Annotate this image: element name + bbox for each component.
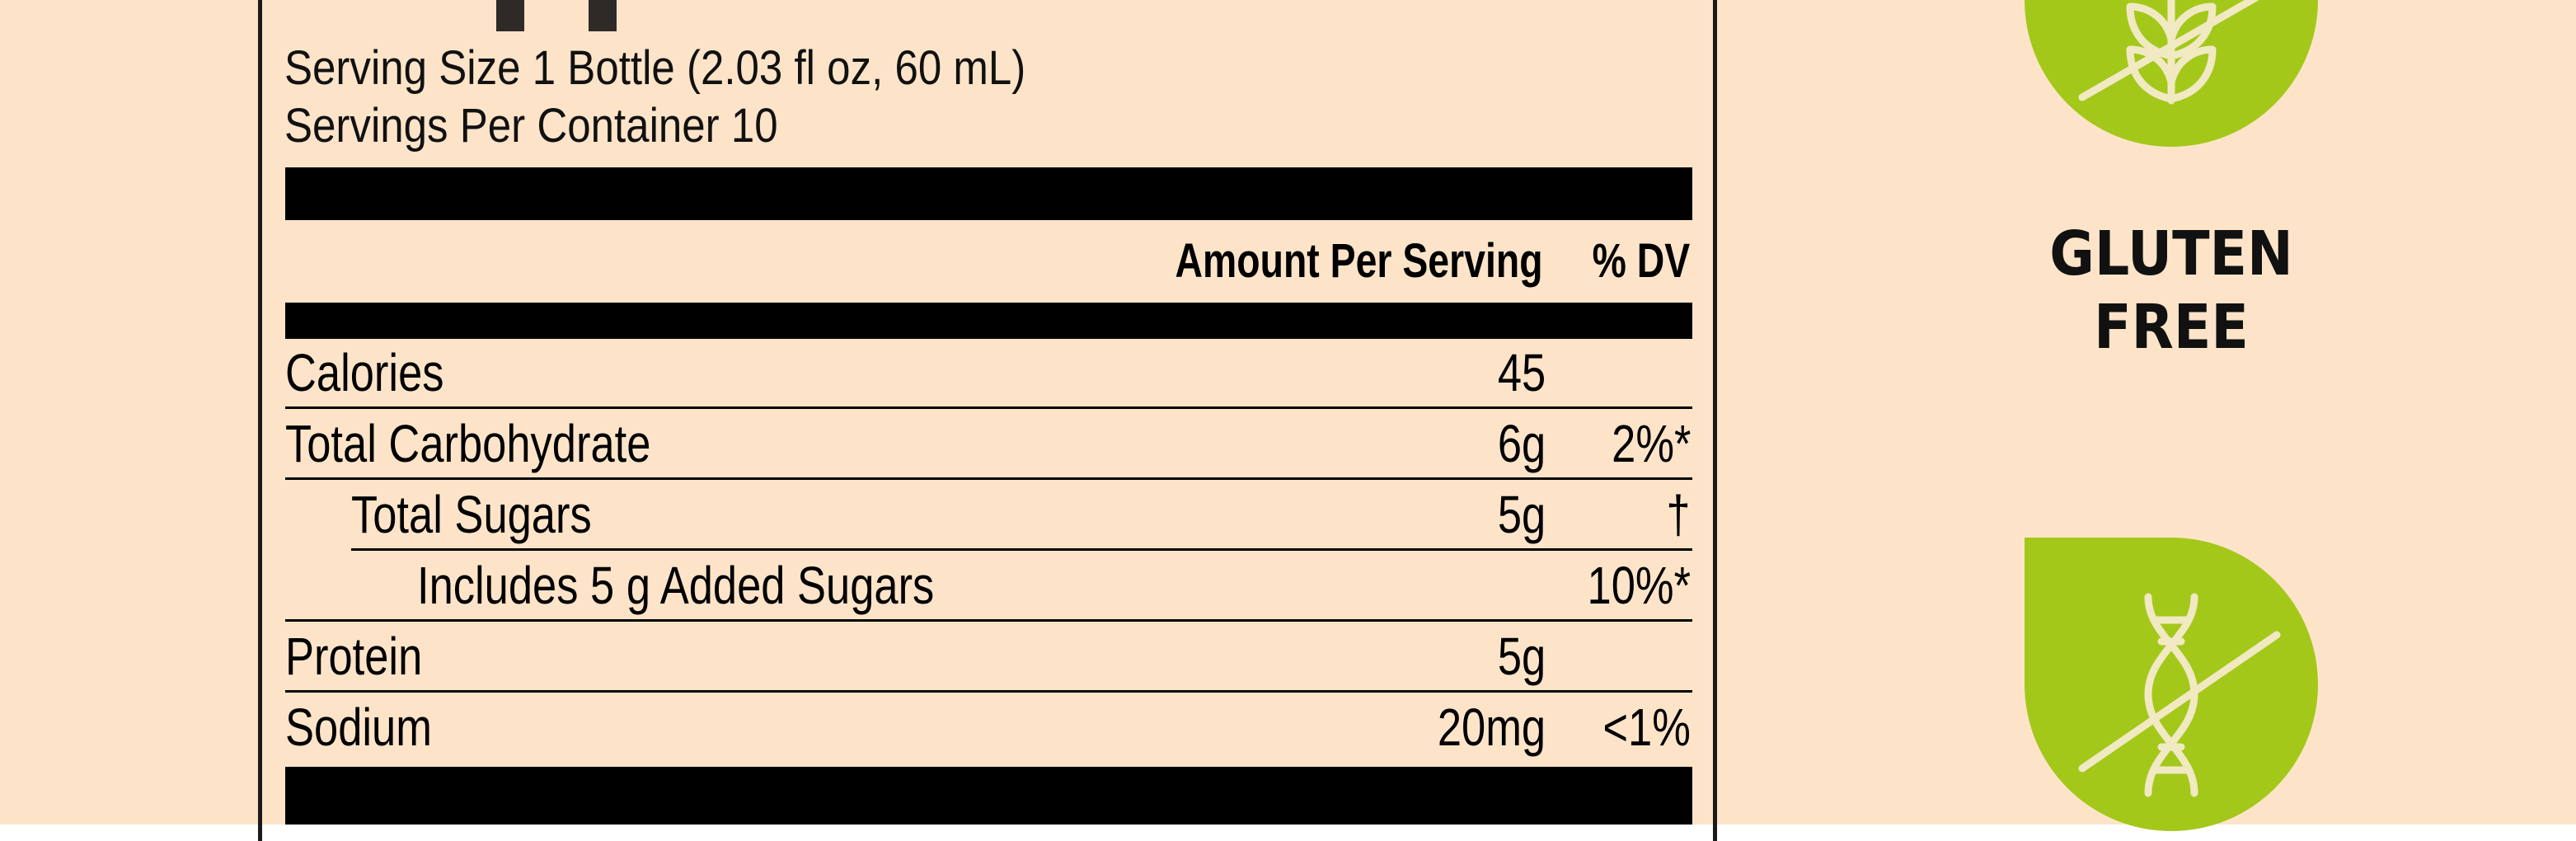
non-gmo-badge bbox=[2025, 538, 2318, 831]
nutrient-label: Calories bbox=[285, 343, 444, 402]
nutrient-daily-value: <1% bbox=[1602, 698, 1691, 757]
nutrient-row-calories: Calories 45 bbox=[285, 338, 1692, 409]
nutrient-label: Includes 5 g Added Sugars bbox=[417, 556, 935, 615]
amount-per-serving-header: Amount Per Serving bbox=[1175, 234, 1543, 288]
row-divider bbox=[351, 548, 1692, 551]
nutrient-row-total-sugars: Total Sugars 5g † bbox=[285, 480, 1692, 551]
nutrient-row-total-carbohydrate: Total Carbohydrate 6g 2%* bbox=[285, 409, 1692, 480]
gluten-free-caption: GLUTEN FREE bbox=[2039, 218, 2303, 364]
nutrient-row-sodium: Sodium 20mg <1% bbox=[285, 693, 1692, 763]
nutrient-row-protein: Protein 5g bbox=[285, 622, 1692, 693]
servings-per-container: Servings Per Container 10 bbox=[284, 99, 778, 153]
nutrient-amount: 45 bbox=[1497, 343, 1546, 402]
dna-crossed-icon bbox=[2025, 538, 2318, 831]
heading-fragment bbox=[589, 0, 617, 31]
nutrient-daily-value: 10%* bbox=[1587, 556, 1691, 615]
nutrient-label: Total Sugars bbox=[351, 485, 592, 544]
row-divider bbox=[285, 406, 1692, 409]
heading-fragment bbox=[496, 0, 524, 31]
row-divider bbox=[285, 690, 1692, 693]
nutrition-facts-panel bbox=[258, 0, 1717, 841]
serving-size: Serving Size 1 Bottle (2.03 fl oz, 60 mL… bbox=[284, 41, 1026, 95]
nutrient-label: Protein bbox=[285, 627, 423, 686]
row-divider bbox=[285, 477, 1692, 480]
caption-line: GLUTEN bbox=[2049, 218, 2293, 289]
nutrient-row-added-sugars: Includes 5 g Added Sugars 10%* bbox=[285, 551, 1692, 622]
nutrient-amount: 20mg bbox=[1437, 698, 1546, 757]
nutrient-daily-value: 2%* bbox=[1611, 414, 1691, 473]
thick-divider-middle bbox=[285, 303, 1692, 339]
wheat-crossed-icon bbox=[2025, 0, 2318, 147]
caption-line: FREE bbox=[2094, 291, 2249, 363]
nutrient-daily-value: † bbox=[1666, 485, 1691, 544]
daily-value-header: % DV bbox=[1592, 234, 1690, 288]
nutrient-label: Sodium bbox=[285, 698, 432, 757]
nutrient-amount: 5g bbox=[1497, 485, 1546, 544]
nutrient-amount: 6g bbox=[1497, 414, 1546, 473]
thick-divider-top bbox=[285, 167, 1692, 220]
row-divider bbox=[285, 619, 1692, 622]
nutrient-label: Total Carbohydrate bbox=[285, 414, 651, 473]
gluten-free-badge bbox=[2025, 0, 2318, 147]
thick-divider-bottom bbox=[285, 767, 1692, 825]
nutrient-amount: 5g bbox=[1497, 627, 1546, 686]
